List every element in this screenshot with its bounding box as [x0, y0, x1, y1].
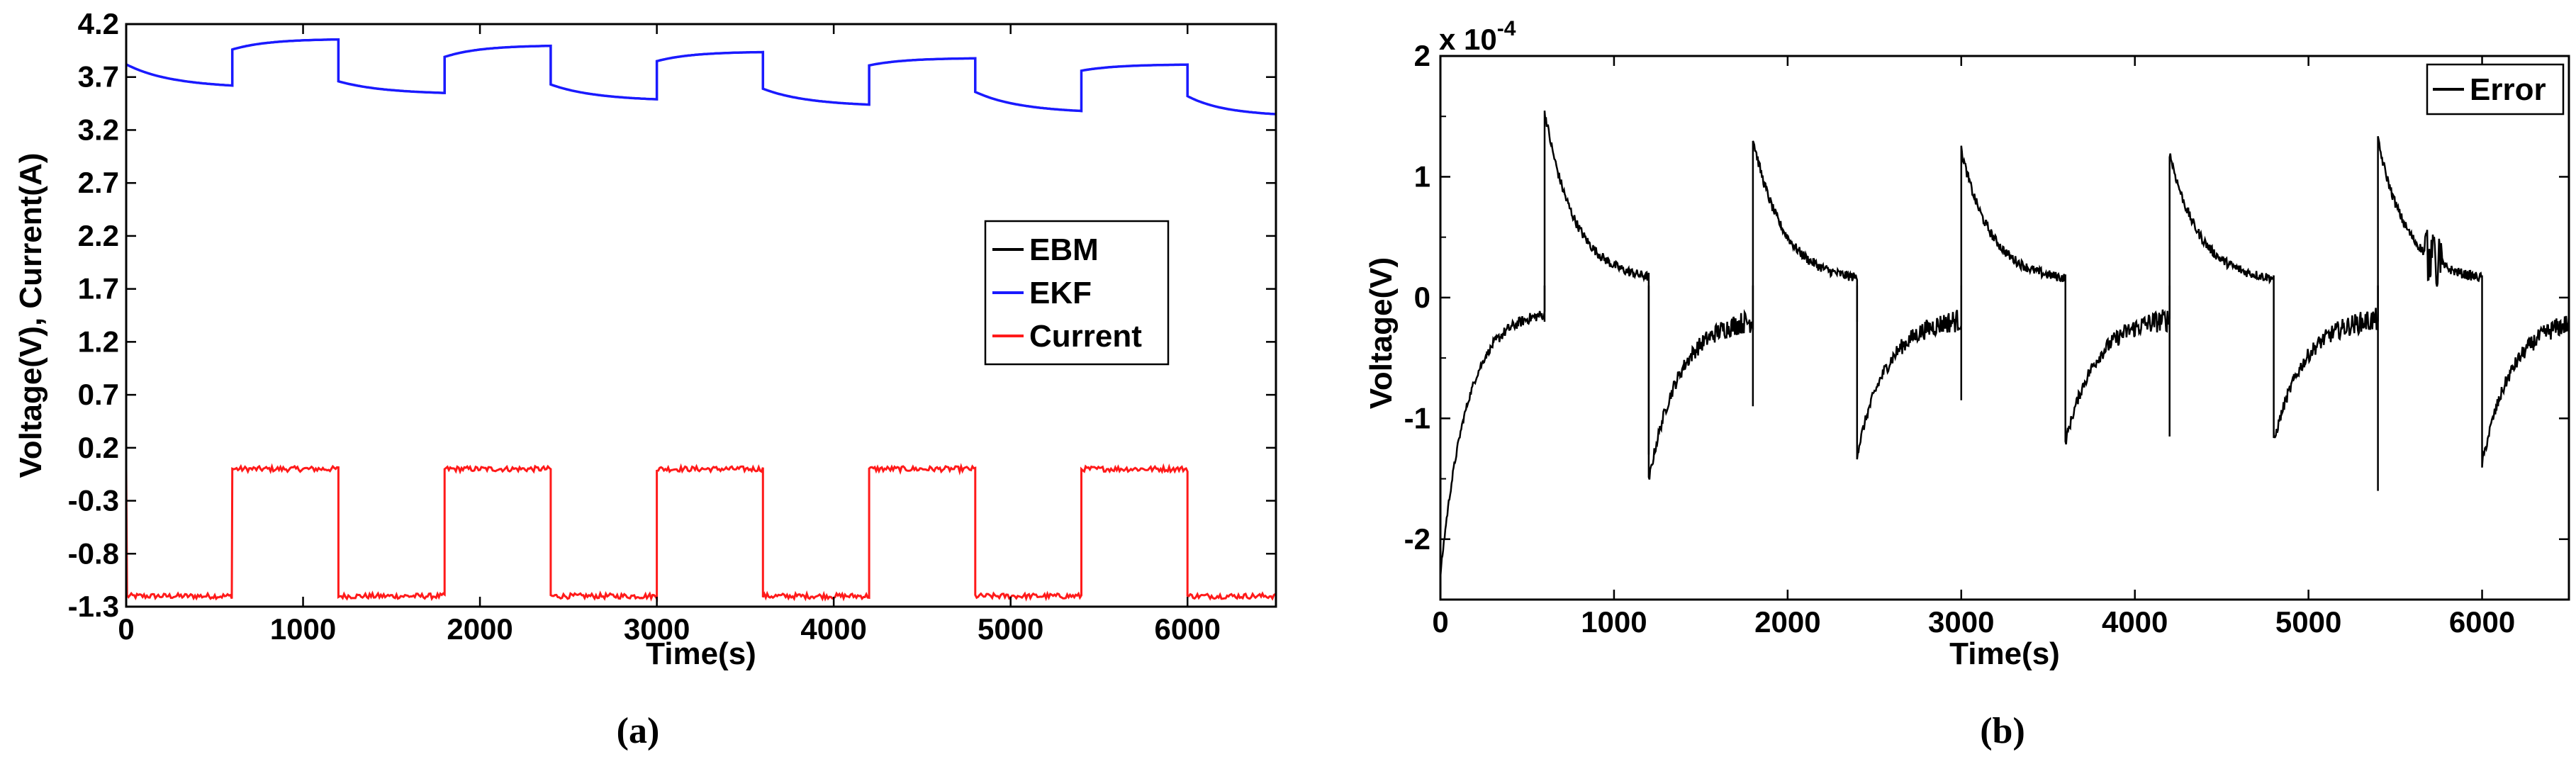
x-tick-label-b: 4000 [2102, 605, 2168, 639]
x-axis-label-b: Time(s) [1949, 636, 2060, 671]
legend-box-b [2426, 63, 2565, 116]
ticks-b: 0 1000 2000 3000 4000 5000 6000 -2 -1 0 1 2 [1404, 39, 2569, 639]
axes-frame-a [125, 23, 1277, 608]
y-axis-label-a: Voltage(V), Current(A) [13, 153, 48, 478]
legend-b: Error [2426, 63, 2565, 116]
plot-area-b [1440, 56, 2569, 600]
legend-label-ebm: EBM [1029, 232, 1099, 267]
y-tick-label-b: 2 [1414, 39, 1430, 72]
y-multiplier-base: x 10 [1439, 23, 1497, 56]
x-tick-label-a: 0 [118, 612, 134, 646]
y-tick-label-b: 1 [1414, 159, 1430, 193]
x-tick-label-a: 3000 [624, 612, 690, 646]
y-tick-label-a: 4.2 [78, 7, 119, 40]
y-tick-label-a: 0.2 [78, 431, 119, 464]
legend-label-ekf: EKF [1029, 276, 1092, 310]
x-tick-label-a: 1000 [270, 612, 336, 646]
legend-a: EBM EKF Current [984, 220, 1170, 366]
caption-b: (b) [1980, 711, 2025, 751]
y-tick-label-a: 3.7 [78, 60, 119, 94]
x-tick-label-b: 3000 [1928, 605, 1994, 639]
series-line-error [1439, 111, 2570, 578]
y-axis-label-b: Voltage(V) [1364, 257, 1399, 409]
x-axis-label-a: Time(s) [646, 636, 756, 671]
x-tick-label-a: 4000 [800, 612, 866, 646]
y-tick-label-a: 1.7 [78, 272, 119, 305]
y-multiplier-b: x 10-4 [1439, 17, 1516, 56]
panel-a: 0 1000 2000 3000 4000 5000 6000 -1.3 -0.8 -0.3 0.2… [13, 7, 1277, 751]
legend-label-error: Error [2470, 72, 2546, 107]
x-tick-label-b: 1000 [1581, 605, 1647, 639]
x-tick-label-b: 2000 [1754, 605, 1820, 639]
series-group-b [1439, 111, 2570, 578]
series-group-a [125, 38, 1277, 602]
series-line-current [125, 463, 1276, 602]
y-tick-label-a: 2.2 [78, 219, 119, 252]
y-tick-label-a: 0.7 [78, 378, 119, 411]
x-tick-label-a: 5000 [978, 612, 1043, 646]
y-tick-label-b: -2 [1404, 522, 1430, 556]
y-tick-label-a: 2.7 [78, 166, 119, 199]
y-tick-label-b: 0 [1414, 281, 1430, 314]
caption-a: (a) [617, 711, 660, 751]
axes-frame-b [1439, 55, 2570, 601]
y-tick-label-b: -1 [1404, 401, 1430, 434]
x-tick-label-b: 0 [1432, 605, 1448, 639]
ticks-a: 0 1000 2000 3000 4000 5000 6000 -1.3 -0.8 -0.3 0.2… [68, 7, 1276, 646]
x-tick-label-a: 6000 [1155, 612, 1221, 646]
y-multiplier-exp: -4 [1497, 17, 1516, 40]
series-line-ekf [125, 38, 1277, 116]
y-tick-label-a: 3.2 [78, 113, 119, 146]
y-tick-label-a: -0.3 [68, 484, 119, 517]
x-tick-label-a: 2000 [447, 612, 513, 646]
x-tick-label-b: 5000 [2275, 605, 2341, 639]
y-tick-label-a: -1.3 [68, 590, 119, 623]
legend-label-current: Current [1029, 319, 1142, 354]
y-tick-label-a: 1.2 [78, 325, 119, 358]
y-tick-label-a: -0.8 [68, 537, 119, 570]
x-tick-label-b: 6000 [2449, 605, 2515, 639]
